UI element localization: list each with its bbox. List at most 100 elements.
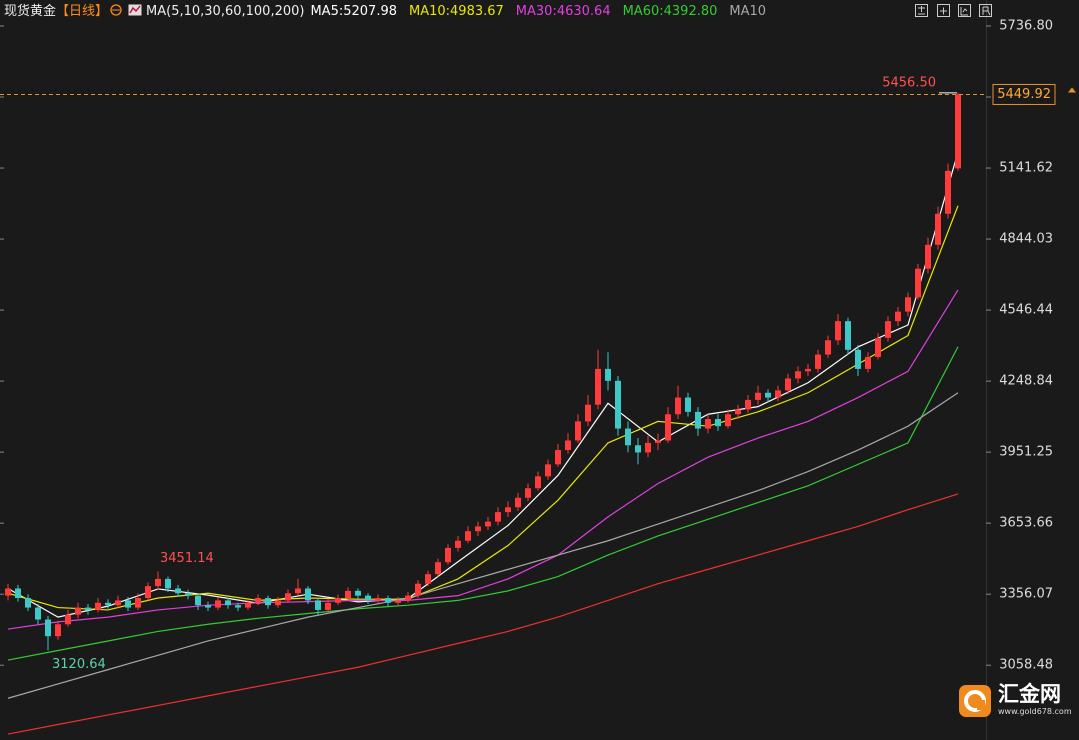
candle-body <box>115 600 121 606</box>
candle-body <box>625 428 631 446</box>
candle-body <box>895 311 901 322</box>
candle-body <box>435 562 441 575</box>
ma-params[interactable]: MA(5,10,30,60,100,200) <box>146 4 305 19</box>
tool-button[interactable] <box>979 4 992 17</box>
tool-button[interactable] <box>958 4 971 17</box>
candle-body <box>745 399 751 410</box>
candle-body <box>725 414 731 427</box>
y-tick-label: 5141.62 <box>999 161 1053 176</box>
candle-body <box>695 411 701 429</box>
candle-body <box>445 547 451 563</box>
candle-body <box>175 588 181 594</box>
candle-body <box>535 476 541 489</box>
candle-body <box>875 337 881 357</box>
candle-body <box>945 170 951 214</box>
candle-body <box>245 602 251 608</box>
candle-body <box>25 598 31 608</box>
candle-body <box>925 244 931 269</box>
period: 【日线】 <box>56 4 109 19</box>
candle-body <box>775 390 781 398</box>
candle-body <box>765 392 771 398</box>
candle-body <box>145 586 151 599</box>
legend-entry[interactable]: MA10 <box>729 4 767 19</box>
candle-body <box>315 600 321 610</box>
candle-body <box>95 602 101 610</box>
candle-body <box>135 598 141 608</box>
candle-body <box>955 94 961 169</box>
candle-body <box>645 442 651 453</box>
candle-body <box>305 588 311 601</box>
candle-body <box>795 371 801 379</box>
candle-body <box>855 349 861 369</box>
y-tick-label: 3058.48 <box>999 658 1053 673</box>
candle-body <box>825 340 831 355</box>
candle-body <box>665 414 671 441</box>
candle-body <box>845 321 851 350</box>
candle-body <box>125 600 131 608</box>
logo-name: 汇金网 <box>998 682 1061 706</box>
candle-body <box>165 578 171 589</box>
candle-body <box>225 600 231 606</box>
candle-body <box>815 354 821 369</box>
y-tick-label: 3951.25 <box>999 445 1053 460</box>
candle-body <box>55 624 61 637</box>
candle-body <box>545 464 551 477</box>
tool-button[interactable] <box>915 4 928 17</box>
annotation: 5456.50 <box>882 75 936 90</box>
legend-entry[interactable]: MA5:5207.98 <box>310 4 397 19</box>
legend-entry[interactable]: MA10:4983.67 <box>409 4 504 19</box>
zoom-icon[interactable] <box>110 4 122 16</box>
candle-body <box>265 598 271 606</box>
candle-body <box>655 440 661 443</box>
candle-body <box>355 590 361 596</box>
y-tick-label: 5736.80 <box>999 18 1053 33</box>
candle-body <box>755 392 761 400</box>
candle-body <box>105 602 111 606</box>
y-tick-label: 4844.03 <box>999 232 1053 247</box>
candle-body <box>325 602 331 610</box>
candle-body <box>735 409 741 415</box>
candle-body <box>335 598 341 603</box>
ma-line <box>7 346 959 661</box>
logo-icon <box>959 685 991 717</box>
candle-body <box>295 588 301 594</box>
legend: MA5:5207.98 MA10:4983.67 MA30:4630.64 MA60:… <box>310 4 778 19</box>
candle-body <box>585 404 591 422</box>
candle-body <box>595 368 601 405</box>
toolbar <box>915 4 992 17</box>
y-tick-label: 4248.84 <box>999 374 1053 389</box>
candle-body <box>275 600 281 606</box>
candle-body <box>235 605 241 608</box>
ma-line <box>7 152 959 618</box>
candle-body <box>155 578 161 587</box>
last-price-box <box>992 83 1056 105</box>
candle-body <box>505 507 511 513</box>
instrument-title: 现货黄金 <box>4 4 57 19</box>
ma-line <box>7 392 959 699</box>
y-tick-label: 4546.44 <box>999 303 1053 318</box>
candle-body <box>495 512 501 522</box>
candle-body <box>565 440 571 451</box>
candle-body <box>905 297 911 312</box>
candle-body <box>615 380 621 429</box>
ma-line <box>7 289 959 630</box>
candle-body <box>75 607 81 615</box>
candle-body <box>715 419 721 427</box>
legend-entry[interactable]: MA60:4392.80 <box>622 4 718 19</box>
legend-entry[interactable]: MA30:4630.64 <box>515 4 611 19</box>
candle-body <box>865 356 871 369</box>
candle-body <box>5 588 11 596</box>
candle-body <box>375 598 381 601</box>
candle-body <box>835 321 841 341</box>
candle-body <box>195 595 201 606</box>
candle-body <box>405 595 411 601</box>
y-tick-label: 3356.07 <box>999 587 1053 602</box>
ma-line <box>7 493 959 735</box>
candle-body <box>555 450 561 465</box>
indicator-icon[interactable] <box>128 4 142 16</box>
candle-body <box>85 607 91 610</box>
tool-button[interactable] <box>937 4 950 17</box>
candle-body <box>475 526 481 532</box>
